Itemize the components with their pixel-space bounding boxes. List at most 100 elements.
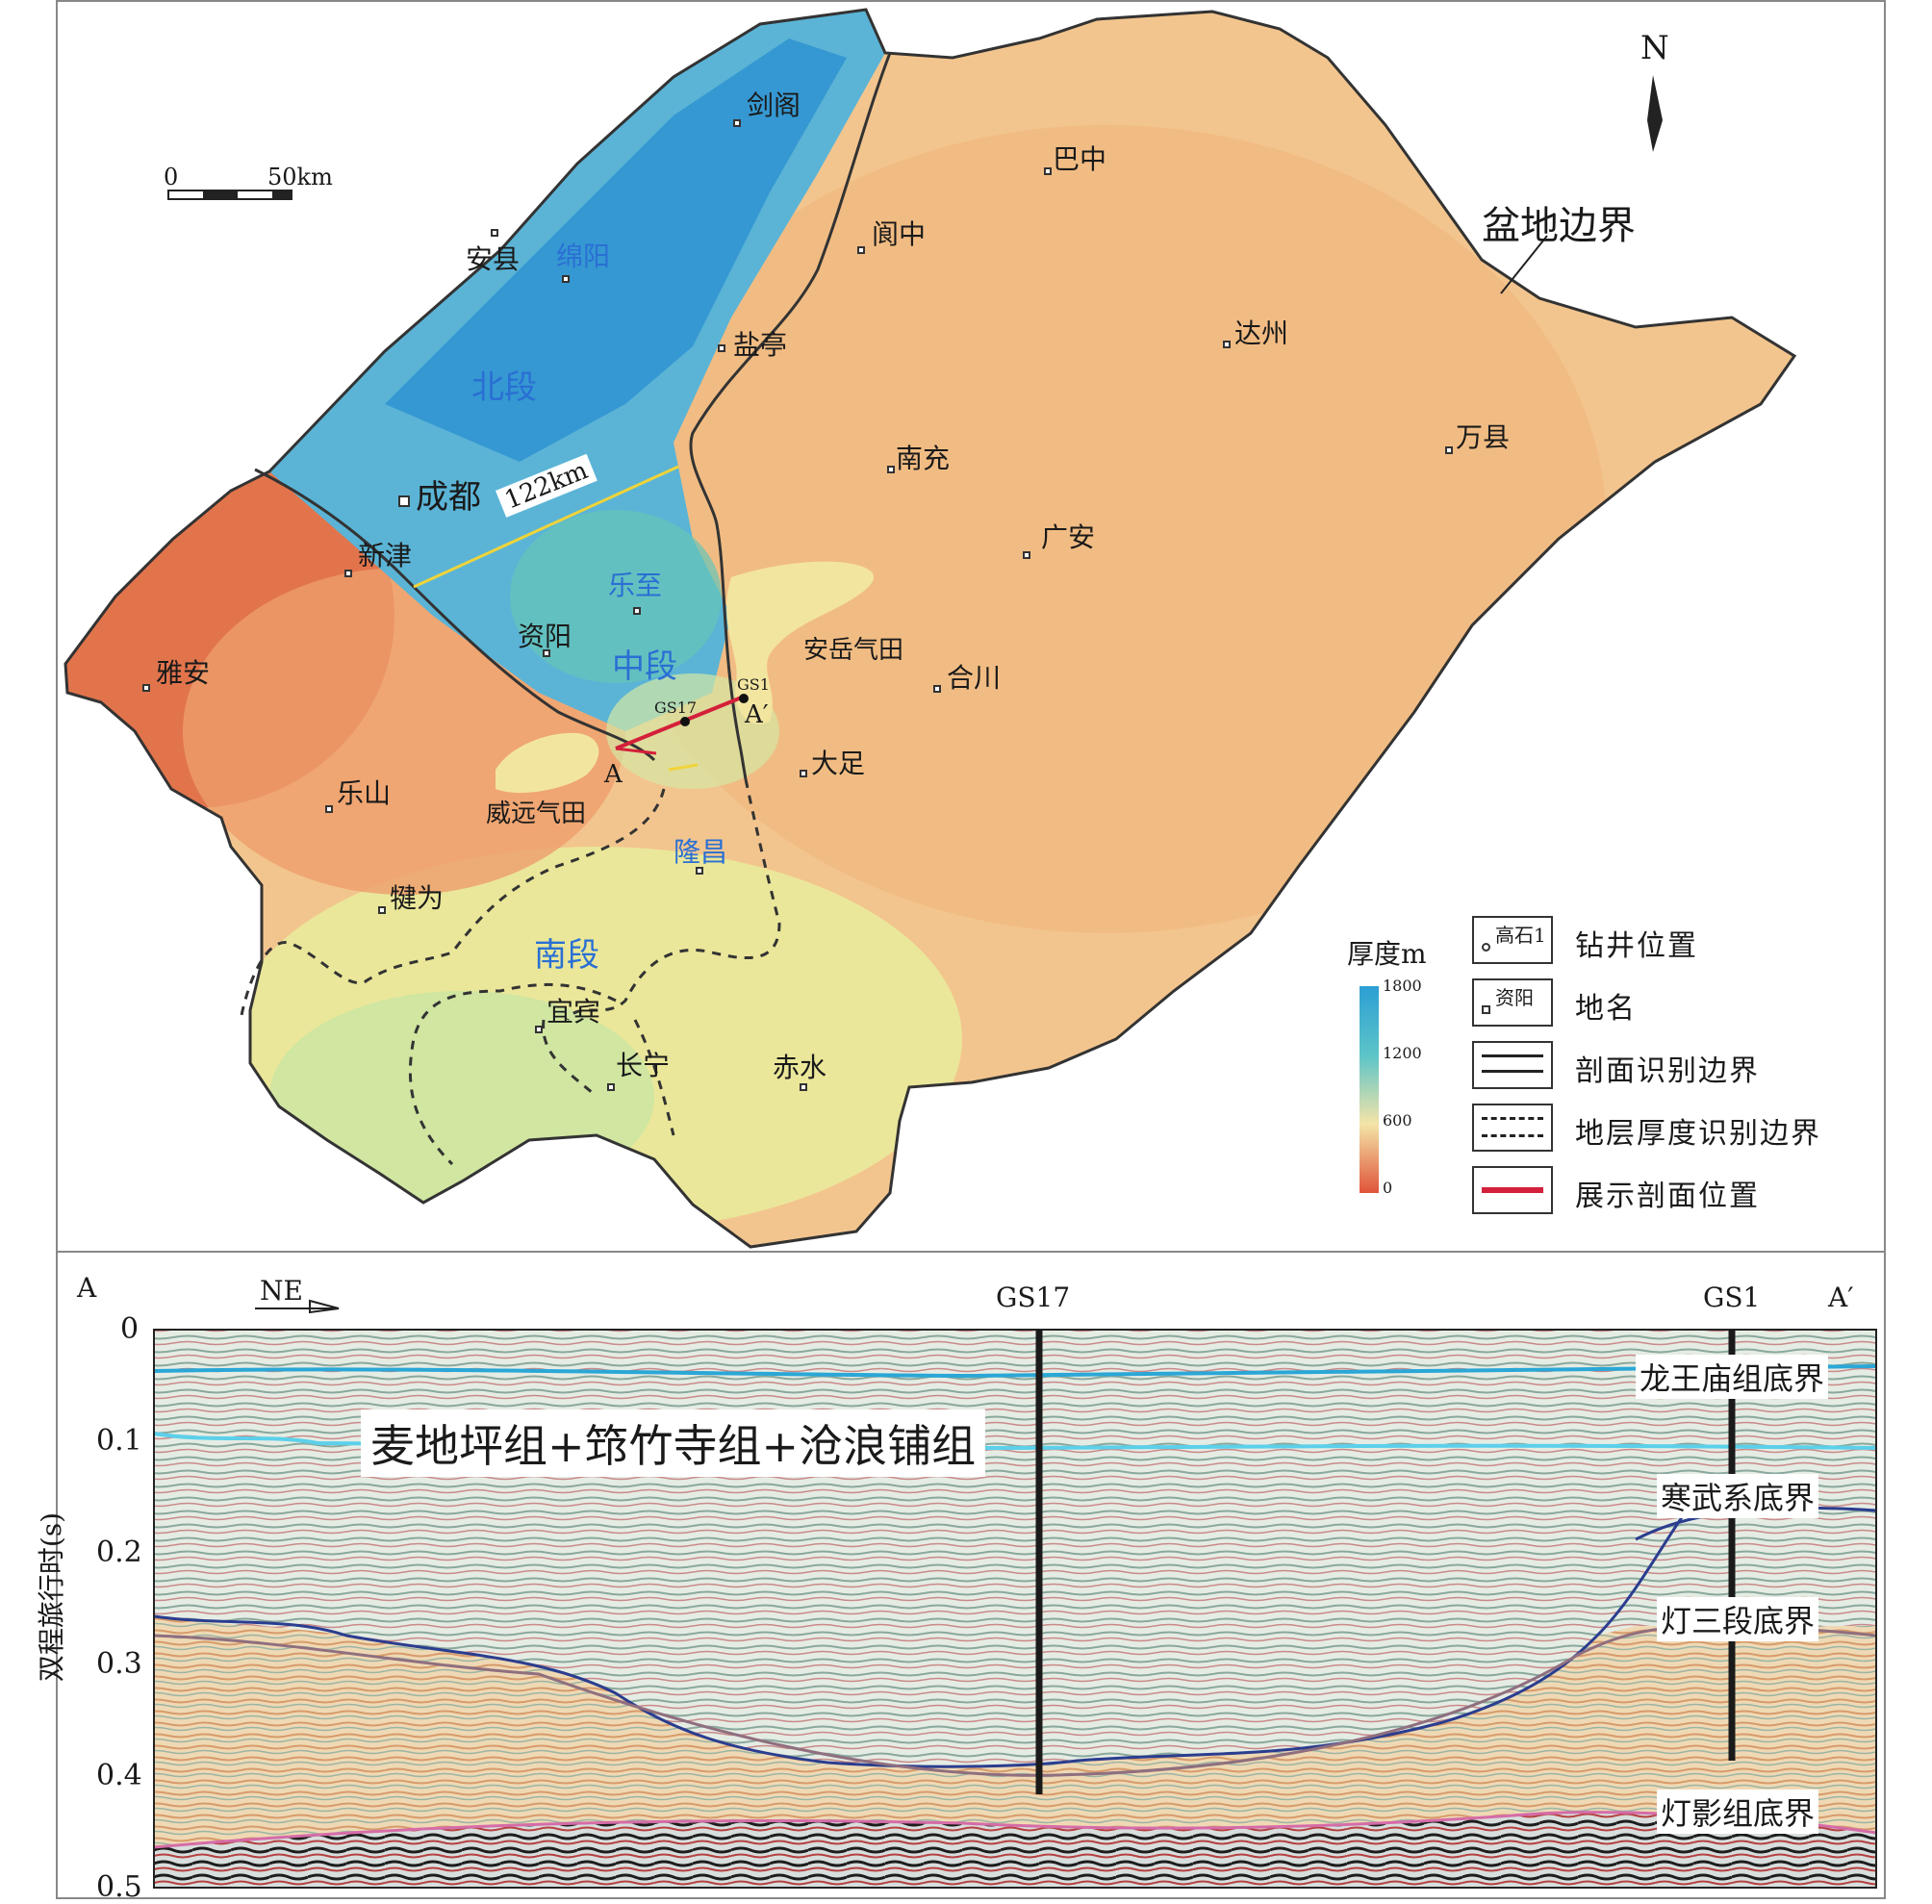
basin-boundary (64, 8, 1797, 1249)
segment-label: 中段 (612, 647, 677, 686)
city-marker (562, 275, 570, 283)
colorbar-tick: 1200 (1383, 1044, 1422, 1062)
well-gs1-dot (739, 694, 749, 703)
colorbar-tick: 600 (1383, 1111, 1412, 1130)
y-tick-label: 0.1 (96, 1424, 142, 1458)
legend-label: 钻井位置 (1575, 929, 1698, 963)
city-label: 犍为 (390, 882, 445, 914)
city-label: 乐至 (608, 570, 663, 601)
city-marker (142, 684, 150, 692)
gas-field-label: 威远气田 (486, 800, 587, 828)
city-marker (800, 770, 807, 777)
legend-label: 地名 (1575, 992, 1637, 1026)
city-marker (800, 1083, 807, 1091)
city-marker (491, 229, 498, 237)
map-well-label: GS17 (654, 698, 698, 717)
city-marker (1023, 551, 1030, 559)
city-label: 达州 (1234, 317, 1289, 349)
basin-map (64, 8, 1797, 1249)
profile-line (615, 695, 745, 750)
city-label: 大足 (811, 748, 866, 779)
city-marker (325, 805, 333, 813)
city-marker (933, 685, 941, 693)
colorbar (1360, 986, 1379, 1193)
city-label: 盐亭 (733, 329, 788, 361)
legend-swatch (1472, 1104, 1553, 1152)
city-label: 巴中 (1053, 143, 1107, 175)
horizon-label: 龙王庙组底界 (1636, 1355, 1829, 1399)
direction-label: NE (260, 1275, 303, 1307)
well-gs17-dot (680, 717, 690, 726)
legend-swatch: 高石1 (1472, 916, 1553, 964)
horizon-label: 灯影组底界 (1657, 1790, 1819, 1834)
city-label: 安县 (466, 243, 521, 275)
city-label: 剑阁 (747, 89, 801, 121)
y-tick-label: 0.4 (96, 1759, 142, 1792)
y-axis-label: 双程旅行时(s) (36, 1511, 67, 1683)
city-marker (344, 570, 352, 577)
map-well-label: GS1 (737, 675, 770, 694)
city-marker (1223, 341, 1231, 348)
y-tick-label: 0.5 (96, 1870, 142, 1904)
city-label: 万县 (1456, 421, 1511, 453)
y-tick-label: 0.3 (96, 1647, 142, 1681)
city-marker (857, 246, 865, 254)
well-gs1-label: GS1 (1703, 1282, 1761, 1313)
city-marker (535, 1026, 543, 1033)
city-marker (633, 607, 641, 615)
seismic-panel (56, 1253, 1886, 1899)
city-label: 广安 (1041, 521, 1096, 553)
city-label: 绵阳 (556, 241, 611, 272)
city-marker (718, 344, 725, 352)
city-label: 南充 (896, 443, 951, 474)
city-label: 赤水 (773, 1052, 827, 1083)
gas-field-label: 安岳气田 (803, 636, 904, 665)
legend-label: 展示剖面位置 (1575, 1180, 1760, 1213)
section-boundary-west (254, 468, 656, 762)
city-label: 资阳 (518, 621, 572, 652)
distance-line-south (668, 763, 699, 772)
segment-label: 南段 (534, 936, 599, 975)
city-marker (733, 119, 741, 127)
basin-boundary-callout: 盆地边界 (1482, 204, 1636, 248)
distance-line-north (413, 465, 679, 589)
city-label: 新津 (358, 540, 413, 571)
city-label: 阆中 (872, 218, 927, 250)
legend-swatch (1472, 1041, 1553, 1089)
city-marker (398, 495, 410, 507)
colorbar-tick: 0 (1383, 1179, 1393, 1197)
map-profile-end: A (604, 760, 623, 789)
colorbar-title: 厚度m (1347, 938, 1427, 970)
city-label: 宜宾 (547, 996, 601, 1028)
scale-zero: 0 (164, 164, 179, 190)
city-label: 雅安 (156, 657, 211, 689)
section-end-left: A (77, 1272, 97, 1304)
city-label: 长宁 (616, 1050, 671, 1081)
city-marker (1445, 446, 1453, 454)
city-marker (543, 649, 550, 657)
formation-label: 麦地坪组+筇竹寺组+沧浪铺组 (361, 1409, 986, 1477)
segment-label: 北段 (471, 368, 537, 407)
city-marker (378, 906, 386, 914)
y-tick-label: 0.2 (96, 1536, 142, 1569)
map-profile-end: A′ (745, 700, 769, 729)
city-marker (887, 466, 895, 473)
well-gs17-label: GS17 (996, 1282, 1071, 1313)
colorbar-tick: 1800 (1383, 977, 1422, 995)
y-tick-label: 0 (120, 1312, 140, 1346)
legend-label: 地层厚度识别边界 (1575, 1117, 1821, 1151)
city-label: 合川 (947, 662, 1002, 694)
city-marker (607, 1083, 615, 1091)
map-panel (56, 0, 1886, 1253)
thickness-boundaries (239, 778, 781, 1166)
legend-swatch: 资阳 (1472, 978, 1553, 1027)
city-label: 隆昌 (674, 836, 728, 868)
scale-distance: 50km (267, 164, 333, 190)
legend-swatch (1472, 1166, 1553, 1214)
legend-label: 剖面识别边界 (1575, 1054, 1760, 1088)
city-label: 成都 (416, 478, 481, 517)
section-end-right: A′ (1828, 1282, 1854, 1313)
horizon-label: 寒武系底界 (1657, 1474, 1819, 1518)
city-marker (696, 867, 703, 875)
section-boundary-east (689, 52, 892, 780)
